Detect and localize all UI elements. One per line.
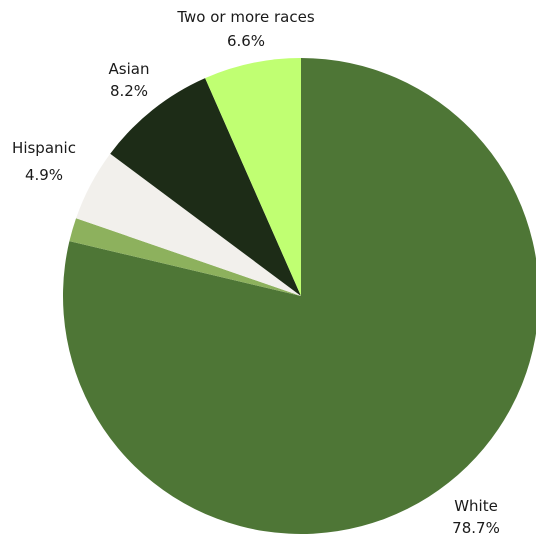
pie-slices (63, 57, 536, 534)
pie-slice-asian (110, 78, 301, 296)
slice-label-white: White (454, 497, 498, 515)
pie-slice-hispanic (76, 153, 301, 296)
slice-value-two-or-more-races: 6.6% (227, 32, 265, 50)
slice-value-white: 78.7% (452, 519, 500, 537)
pie-slice-unlabeled-1 (69, 218, 302, 296)
slice-label-two-or-more-races: Two or more races (176, 8, 314, 26)
slice-value-hispanic: 4.9% (25, 166, 63, 184)
slice-value-asian: 8.2% (110, 82, 148, 100)
pie-slice-two-or-more-races (205, 57, 301, 296)
slice-label-asian: Asian (109, 60, 150, 78)
slice-label-hispanic: Hispanic (12, 139, 76, 157)
pie-slice-white (63, 58, 536, 534)
